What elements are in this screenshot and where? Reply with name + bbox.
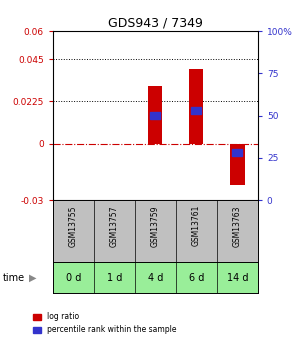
Text: GSM13755: GSM13755 <box>69 205 78 247</box>
Text: time: time <box>3 273 25 283</box>
Text: 14 d: 14 d <box>226 273 248 283</box>
Bar <box>230 144 244 185</box>
Text: 4 d: 4 d <box>148 273 163 283</box>
Bar <box>150 112 160 119</box>
Title: GDS943 / 7349: GDS943 / 7349 <box>108 17 203 30</box>
Bar <box>191 107 201 114</box>
Text: GSM13757: GSM13757 <box>110 205 119 247</box>
Text: GSM13759: GSM13759 <box>151 205 160 247</box>
Text: 0 d: 0 d <box>66 273 81 283</box>
Text: GSM13763: GSM13763 <box>233 205 242 247</box>
Bar <box>189 69 204 144</box>
Bar <box>148 86 162 144</box>
Text: 1 d: 1 d <box>107 273 122 283</box>
Legend: log ratio, percentile rank within the sample: log ratio, percentile rank within the sa… <box>33 313 176 334</box>
Text: GSM13761: GSM13761 <box>192 205 201 246</box>
Text: ▶: ▶ <box>29 273 37 283</box>
Bar <box>232 149 242 157</box>
Text: 6 d: 6 d <box>189 273 204 283</box>
